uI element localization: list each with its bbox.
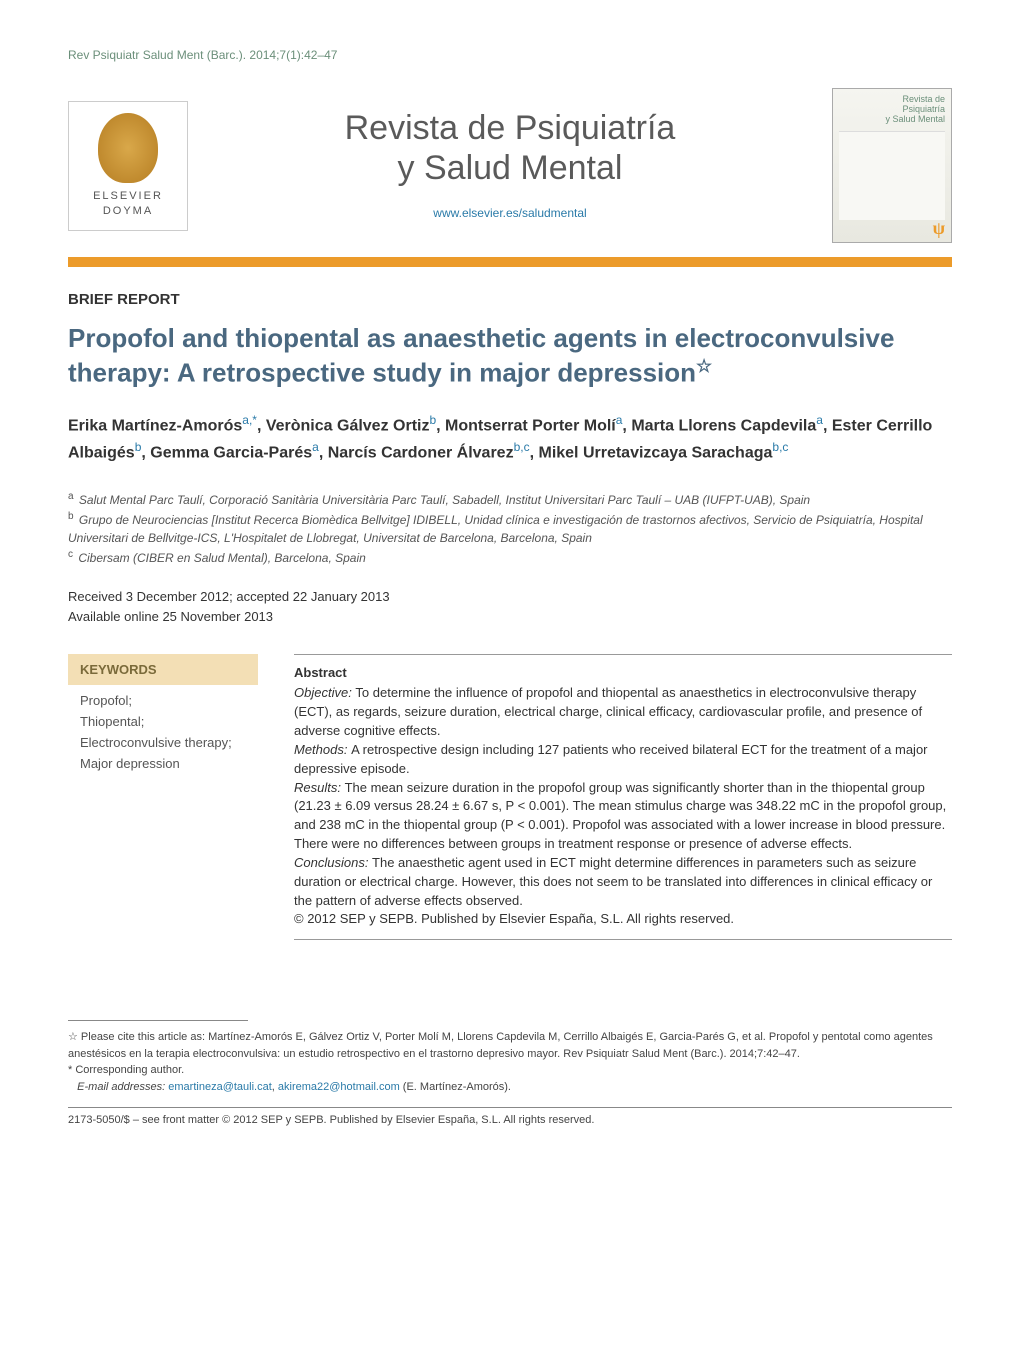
cite-as-footnote: ☆ Please cite this article as: Martínez-… xyxy=(68,1029,952,1062)
psi-icon: ψ xyxy=(933,218,945,239)
keywords-list: Propofol;Thiopental;Electroconvulsive th… xyxy=(68,685,258,780)
journal-title-line2: y Salud Mental xyxy=(188,149,832,188)
footnote-divider xyxy=(68,1020,248,1021)
footnotes: ☆ Please cite this article as: Martínez-… xyxy=(68,1029,952,1095)
email-link-2[interactable]: akirema22@hotmail.com xyxy=(278,1081,400,1093)
abstract-label: Abstract xyxy=(294,665,952,680)
keywords-box: KEYWORDS Propofol;Thiopental;Electroconv… xyxy=(68,654,258,940)
accent-divider xyxy=(68,257,952,267)
received-accepted-date: Received 3 December 2012; accepted 22 Ja… xyxy=(68,587,952,607)
journal-url-link[interactable]: www.elsevier.es/saludmental xyxy=(433,206,586,220)
elsevier-tree-icon xyxy=(98,113,158,183)
cover-body xyxy=(839,131,945,220)
article-dates: Received 3 December 2012; accepted 22 Ja… xyxy=(68,587,952,626)
email-link-1[interactable]: emartineza@tauli.cat xyxy=(168,1081,272,1093)
cover-footer: ψ xyxy=(839,220,945,236)
publisher-logo-label: ELSEVIER DOYMA xyxy=(75,189,181,218)
publisher-logo: ELSEVIER DOYMA xyxy=(68,101,188,231)
email-footnote: E-mail addresses: emartineza@tauli.cat, … xyxy=(68,1079,952,1096)
cover-title: Revista de Psiquiatría y Salud Mental xyxy=(839,95,945,125)
abstract-row: KEYWORDS Propofol;Thiopental;Electroconv… xyxy=(68,654,952,940)
title-footnote-symbol: ☆ xyxy=(696,356,712,376)
journal-cover-thumbnail: Revista de Psiquiatría y Salud Mental ψ xyxy=(832,88,952,243)
page-copyright: 2173-5050/$ – see front matter © 2012 SE… xyxy=(68,1107,952,1126)
abstract-box: Abstract Objective: To determine the inf… xyxy=(294,654,952,940)
keywords-header: KEYWORDS xyxy=(68,654,258,685)
citation-header: Rev Psiquiatr Salud Ment (Barc.). 2014;7… xyxy=(68,48,952,62)
article-title: Propofol and thiopental as anaesthetic a… xyxy=(68,322,952,389)
online-date: Available online 25 November 2013 xyxy=(68,607,952,627)
abstract-text: Objective: To determine the influence of… xyxy=(294,684,952,929)
author-list: Erika Martínez-Amorósa,*, Verònica Gálve… xyxy=(68,411,952,466)
article-type: BRIEF REPORT xyxy=(68,291,952,308)
affiliations: a Salut Mental Parc Taulí, Corporació Sa… xyxy=(68,489,952,567)
journal-header: ELSEVIER DOYMA Revista de Psiquiatría y … xyxy=(68,80,952,257)
journal-title-block: Revista de Psiquiatría y Salud Mental ww… xyxy=(188,109,832,221)
corresponding-author-footnote: * Corresponding author. xyxy=(68,1062,952,1079)
journal-title-line1: Revista de Psiquiatría xyxy=(188,109,832,148)
